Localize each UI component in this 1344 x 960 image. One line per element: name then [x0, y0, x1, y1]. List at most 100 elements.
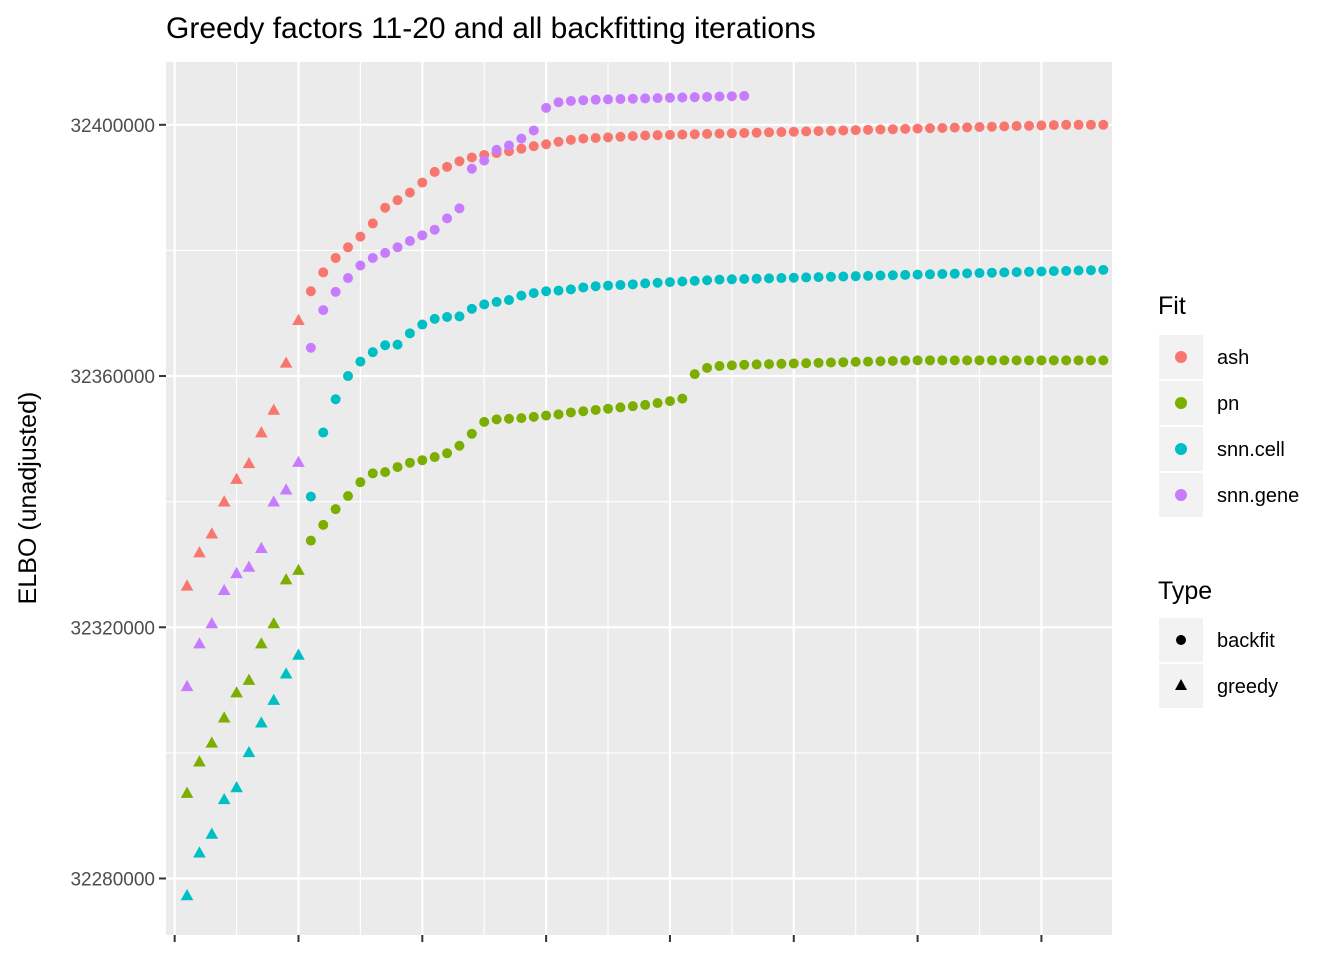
point-ash-backfit: [912, 123, 923, 134]
point-snn-cell-greedy: [217, 792, 231, 805]
point-snn-cell-backfit: [863, 270, 874, 281]
point-snn-cell-backfit: [516, 290, 527, 301]
point-snn-gene-greedy: [230, 566, 243, 579]
point-snn-cell-backfit: [999, 267, 1010, 278]
point-snn-cell-backfit: [503, 295, 514, 306]
point-pn-backfit: [491, 414, 502, 425]
point-snn-cell-backfit: [912, 269, 923, 280]
point-snn-cell-backfit: [1085, 265, 1096, 276]
legend-label-pn: pn: [1217, 393, 1239, 415]
point-ash-backfit: [702, 128, 713, 139]
point-snn-cell-backfit: [825, 271, 836, 282]
point-snn-gene-greedy: [193, 637, 206, 649]
point-pn-backfit: [825, 357, 836, 368]
point-snn-cell-backfit: [404, 328, 415, 339]
point-pn-backfit: [764, 359, 775, 370]
point-pn-backfit: [590, 404, 601, 415]
point-snn-cell-backfit: [652, 277, 663, 288]
point-pn-greedy: [242, 673, 256, 685]
point-pn-backfit: [640, 399, 651, 410]
point-snn-gene-backfit: [355, 260, 366, 271]
point-snn-cell-greedy: [180, 889, 194, 901]
point-snn-cell-backfit: [590, 281, 601, 292]
point-snn-gene-backfit: [677, 92, 688, 103]
point-snn-gene-backfit: [392, 242, 403, 253]
point-snn-gene-backfit: [417, 230, 428, 241]
point-snn-cell-backfit: [1061, 265, 1072, 276]
legend-type-title: Type: [1158, 577, 1212, 605]
point-snn-cell-backfit: [392, 339, 403, 350]
point-snn-cell-backfit: [689, 275, 700, 286]
legend-label-snn-gene: snn.gene: [1217, 485, 1299, 507]
legend-label-backfit: backfit: [1217, 630, 1275, 652]
point-ash-backfit: [640, 130, 651, 141]
point-ash-backfit: [318, 267, 329, 278]
point-snn-cell-backfit: [466, 303, 477, 314]
point-snn-gene-greedy: [242, 560, 256, 572]
point-ash-backfit: [962, 122, 973, 133]
point-pn-backfit: [516, 413, 527, 424]
point-ash-backfit: [355, 231, 366, 242]
point-snn-gene-greedy: [279, 483, 293, 495]
point-pn-backfit: [900, 355, 911, 366]
point-pn-greedy: [193, 755, 206, 767]
point-pn-backfit: [1098, 355, 1109, 366]
point-snn-cell-backfit: [887, 270, 898, 281]
point-ash-backfit: [417, 177, 428, 188]
major-gridlines: [166, 62, 1112, 935]
point-pn-backfit: [788, 358, 799, 369]
point-snn-cell-backfit: [1011, 267, 1022, 278]
point-snn-cell-backfit: [764, 273, 775, 284]
y-axis-ticks: [159, 123, 1043, 942]
point-ash-backfit: [813, 126, 824, 137]
point-ash-backfit: [863, 124, 874, 135]
point-pn-greedy: [255, 637, 268, 649]
point-snn-cell-backfit: [491, 296, 502, 307]
point-ash-greedy: [267, 403, 281, 415]
point-pn-backfit: [466, 428, 477, 439]
point-ash-backfit: [429, 166, 440, 177]
point-snn-cell-backfit: [714, 274, 725, 285]
point-snn-cell-backfit: [962, 268, 973, 279]
point-snn-gene-backfit: [404, 235, 415, 246]
point-ash-greedy: [230, 472, 243, 484]
point-snn-gene-backfit: [603, 94, 614, 105]
point-snn-cell-backfit: [305, 491, 316, 502]
point-snn-cell-backfit: [603, 280, 614, 291]
point-snn-cell-backfit: [417, 319, 428, 330]
point-pn-greedy: [292, 563, 305, 575]
point-pn-backfit: [838, 357, 849, 368]
point-snn-cell-backfit: [924, 269, 935, 280]
point-ash-backfit: [392, 195, 403, 206]
point-snn-cell-backfit: [454, 311, 465, 322]
point-pn-backfit: [739, 359, 750, 370]
point-ash-backfit: [887, 124, 898, 135]
point-snn-cell-greedy: [292, 648, 305, 660]
point-snn-gene-backfit: [380, 247, 391, 258]
point-pn-backfit: [417, 455, 428, 466]
point-snn-gene-backfit: [305, 342, 316, 353]
point-ash-backfit: [801, 126, 812, 137]
plot-panel: [166, 62, 1112, 935]
point-ash-backfit: [764, 127, 775, 138]
point-snn-cell-backfit: [355, 356, 366, 367]
point-pn-backfit: [528, 411, 539, 422]
point-snn-gene-backfit: [590, 94, 601, 105]
point-snn-cell-backfit: [1048, 266, 1059, 277]
point-ash-backfit: [442, 161, 453, 172]
point-ash-backfit: [590, 132, 601, 143]
point-pn-backfit: [726, 360, 737, 371]
legend-swatch-snn-gene: [1175, 489, 1187, 501]
legend-swatch-snn-cell: [1175, 443, 1187, 455]
point-pn-backfit: [1073, 355, 1084, 366]
point-snn-gene-backfit: [541, 102, 552, 113]
point-snn-cell-greedy: [205, 827, 219, 839]
point-snn-cell-backfit: [838, 271, 849, 282]
point-pn-backfit: [355, 477, 366, 488]
point-pn-backfit: [1085, 355, 1096, 366]
point-snn-gene-backfit: [652, 93, 663, 104]
point-ash-backfit: [714, 128, 725, 139]
point-pn-backfit: [541, 410, 552, 421]
point-snn-cell-backfit: [330, 394, 341, 405]
